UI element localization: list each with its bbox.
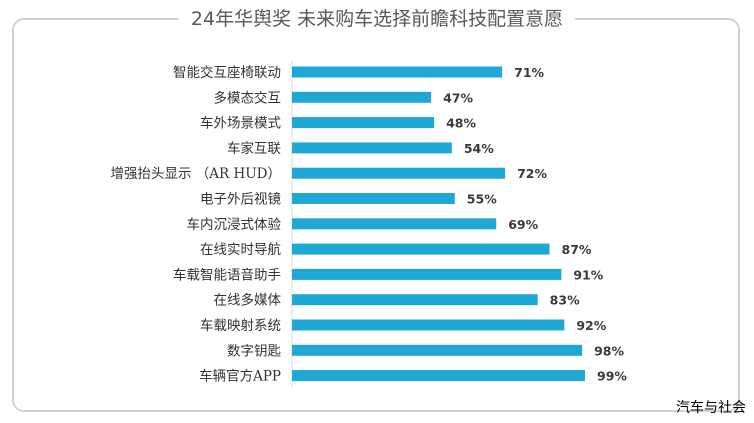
value-label: 92% — [576, 318, 606, 333]
value-label: 87% — [562, 242, 592, 257]
category-label: 多模态交互 — [214, 89, 282, 106]
bar — [292, 294, 538, 306]
value-label: 99% — [597, 369, 627, 384]
value-label: 72% — [517, 166, 547, 181]
category-label: 电子外后视镜 — [200, 192, 281, 208]
bar — [292, 167, 506, 179]
value-label: 98% — [594, 343, 624, 358]
bar — [292, 142, 452, 154]
category-label: 车家互联 — [227, 140, 281, 157]
category-label: 增强抬头显示 （AR HUD） — [111, 166, 281, 182]
value-label: 47% — [443, 90, 473, 105]
chart-title: 24年华舆奖 未来购车选择前瞻科技配置意愿 — [178, 4, 576, 34]
watermark-text: 汽车与社会 — [676, 400, 746, 416]
bar — [292, 268, 562, 280]
value-label: 54% — [464, 141, 494, 156]
value-label: 48% — [446, 116, 476, 131]
bar — [292, 117, 435, 129]
bar — [292, 91, 432, 103]
category-label: 车外场景模式 — [200, 115, 281, 132]
category-label: 在线多媒体 — [214, 292, 282, 309]
bar — [292, 344, 583, 356]
value-label: 71% — [514, 65, 544, 80]
value-label: 91% — [573, 267, 603, 282]
category-label: 车内沉浸式体验 — [187, 216, 282, 233]
category-label: 车辆官方APP — [199, 368, 281, 385]
value-label: 83% — [550, 293, 580, 308]
category-label: 数字钥匙 — [227, 343, 281, 359]
value-label: 55% — [467, 192, 497, 207]
chart-title-wrap: 24年华舆奖 未来购车选择前瞻科技配置意愿 — [0, 4, 754, 34]
bar — [292, 218, 497, 230]
bar — [292, 319, 565, 331]
bar — [292, 370, 586, 382]
category-label: 车载映射系统 — [200, 317, 281, 334]
value-label: 69% — [508, 217, 538, 232]
bar — [292, 66, 503, 78]
category-label: 在线实时导航 — [200, 242, 281, 258]
category-label: 车载智能语音助手 — [173, 266, 281, 283]
bar — [292, 193, 455, 204]
category-label: 智能交互座椅联动 — [173, 64, 281, 81]
bar — [292, 243, 550, 255]
